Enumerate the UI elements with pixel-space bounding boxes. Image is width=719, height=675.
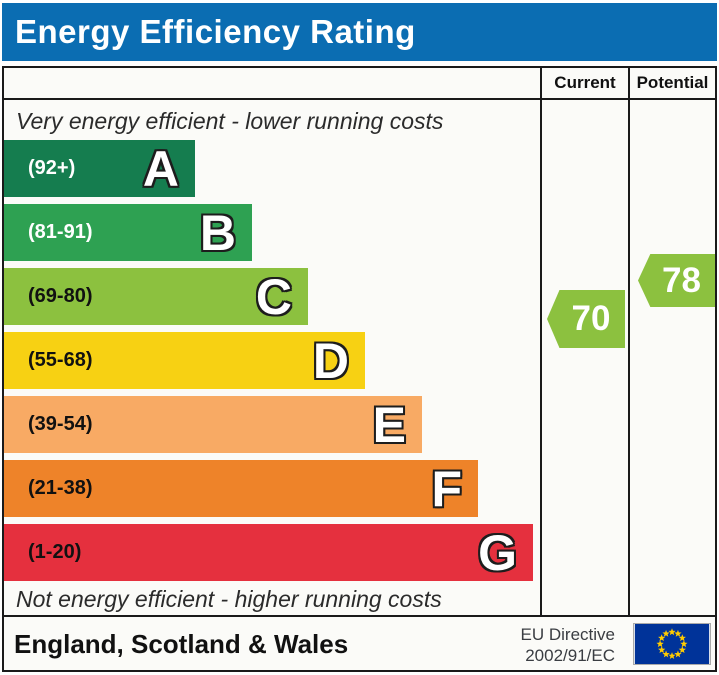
rating-band: (1-20) G	[4, 524, 533, 581]
band-range-label: (39-54)	[28, 413, 93, 435]
band-letter: B	[199, 204, 236, 261]
band-range-label: (55-68)	[28, 349, 93, 371]
eu-flag	[633, 623, 711, 665]
header-divider-line	[4, 98, 715, 100]
potential-column-header: Potential	[636, 73, 709, 92]
band-letter: E	[372, 396, 406, 453]
potential-rating-value: 78	[662, 260, 701, 300]
footer-divider-line	[4, 615, 715, 617]
band-range-label: (1-20)	[28, 541, 82, 563]
band-range-label: (69-80)	[28, 285, 93, 307]
eu-directive-line2: 2002/91/EC	[525, 645, 615, 665]
rating-table: Current Potential Very energy efficient …	[2, 66, 717, 672]
eu-directive-line1: EU Directive	[520, 624, 615, 644]
band-letter: A	[142, 140, 179, 197]
current-column-header: Current	[554, 73, 616, 92]
rating-band: (81-91) B	[4, 204, 252, 261]
band-range-label: (21-38)	[28, 477, 93, 499]
eu-directive-label: EU Directive 2002/91/EC	[521, 619, 615, 670]
band-range-label: (92+)	[28, 157, 76, 179]
potential-rating-badge: 78	[638, 254, 715, 307]
band-letter: G	[478, 524, 517, 581]
current-rating-badge: 70	[547, 290, 625, 348]
potential-column-divider	[628, 68, 630, 617]
top-note: Very energy efficient - lower running co…	[16, 108, 444, 134]
band-range-label: (81-91)	[28, 221, 93, 243]
rating-band: (55-68) D	[4, 332, 365, 389]
current-rating-value: 70	[571, 299, 611, 338]
bottom-note: Not energy efficient - higher running co…	[16, 586, 442, 612]
band-letter: F	[431, 460, 462, 517]
band-letter: C	[255, 268, 292, 325]
rating-band: (39-54) E	[4, 396, 422, 453]
band-letter: D	[312, 332, 349, 389]
region-label: England, Scotland & Wales	[14, 629, 349, 659]
chart-title: Energy Efficiency Rating	[15, 13, 416, 50]
rating-band: (21-38) F	[4, 460, 478, 517]
chart-title-bar: Energy Efficiency Rating	[2, 3, 717, 61]
current-column-divider	[540, 68, 542, 617]
rating-band: (69-80) C	[4, 268, 308, 325]
rating-band: (92+) A	[4, 140, 195, 197]
